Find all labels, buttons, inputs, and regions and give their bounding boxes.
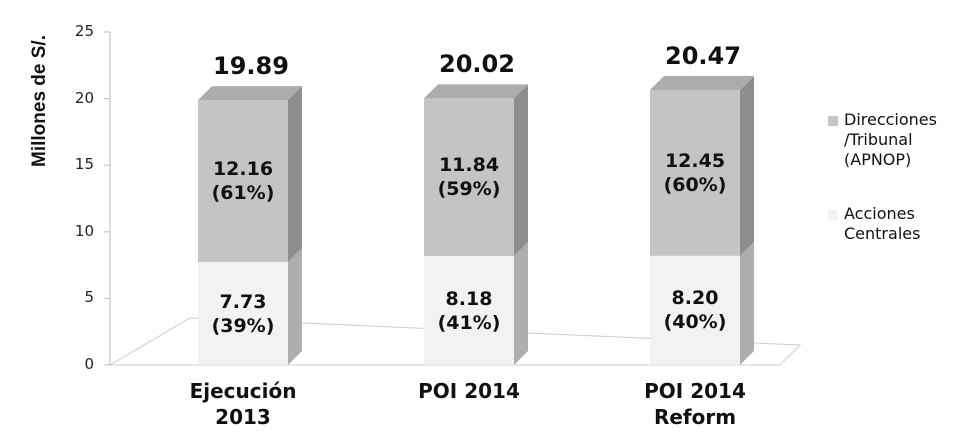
bar-top — [198, 86, 302, 101]
bar-side — [514, 84, 528, 257]
y-tick-label: 0 — [84, 355, 94, 373]
bar-segment — [650, 75, 754, 256]
y-axis-label: Millones de S/. — [29, 35, 50, 167]
bar-front — [650, 255, 740, 365]
y-tick-label: 10 — [74, 221, 94, 240]
bar-segment — [198, 248, 302, 365]
bar-side — [740, 241, 754, 365]
bar-top — [650, 75, 754, 90]
bar-side — [288, 248, 302, 365]
total-label: 20.02 — [439, 50, 515, 79]
y-tick-label: 20 — [74, 88, 94, 107]
y-tick-label: 25 — [74, 22, 94, 40]
bar-segment — [424, 242, 528, 365]
bar-front — [650, 89, 740, 256]
data-label: 7.73 (39%) — [211, 290, 275, 337]
bar-side — [288, 86, 302, 263]
legend-label: Direcciones /Tribunal (APNOP) — [844, 110, 937, 169]
total-label: 19.89 — [213, 52, 289, 81]
y-tick-label: 5 — [84, 288, 94, 307]
bar-segment — [198, 86, 302, 263]
bar-side — [514, 242, 528, 365]
data-label: 12.45 (60%) — [663, 149, 727, 196]
legend-swatch — [828, 210, 838, 220]
bar-front — [198, 262, 288, 365]
bar-segment — [650, 241, 754, 365]
x-tick-label: POI 2014 — [418, 379, 520, 403]
bar-segment — [424, 84, 528, 257]
legend-label: Acciones Centrales — [844, 204, 921, 243]
data-label: 12.16 (61%) — [211, 158, 275, 205]
total-label: 20.47 — [665, 41, 741, 70]
bar-front — [198, 100, 288, 263]
legend-swatch — [828, 116, 838, 126]
data-label: 8.18 (41%) — [437, 287, 501, 334]
data-label: 8.20 (40%) — [663, 287, 727, 334]
floor — [108, 317, 802, 366]
y-tick-label: 15 — [74, 155, 94, 174]
x-tick-label: POI 2014 Reform — [644, 379, 746, 429]
x-tick-label: Ejecución 2013 — [189, 379, 297, 429]
data-label: 11.84 (59%) — [437, 154, 501, 201]
bar-top — [424, 84, 528, 99]
bar-front — [424, 256, 514, 365]
bar-front — [424, 98, 514, 257]
bar-side — [740, 75, 754, 256]
